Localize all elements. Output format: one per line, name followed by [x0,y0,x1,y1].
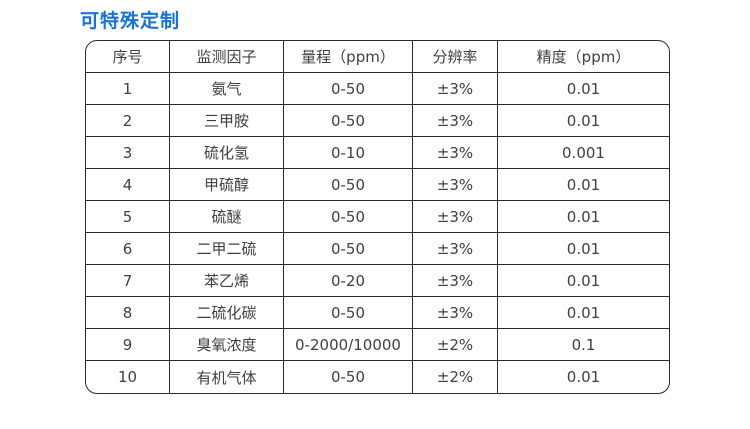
cell-factor: 二硫化碳 [170,297,284,329]
cell-range: 0-50 [284,361,413,393]
cell-factor: 臭氧浓度 [170,329,284,361]
table-row: 5 硫醚 0-50 ±3% 0.01 [86,201,669,233]
table-row: 8 二硫化碳 0-50 ±3% 0.01 [86,297,669,329]
cell-resolution: ±3% [413,265,498,297]
cell-factor: 三甲胺 [170,105,284,137]
cell-accuracy: 0.001 [498,137,669,169]
header-cell-no: 序号 [86,41,170,73]
cell-no: 9 [86,329,170,361]
cell-factor: 硫醚 [170,201,284,233]
cell-range: 0-2000/10000 [284,329,413,361]
table-row: 10 有机气体 0-50 ±2% 0.01 [86,361,669,393]
cell-no: 3 [86,137,170,169]
cell-resolution: ±3% [413,201,498,233]
cell-no: 6 [86,233,170,265]
spec-table: 序号 监测因子 量程（ppm） 分辨率 精度（ppm） 1 氨气 0-50 ±3% 0.… [85,40,670,394]
cell-range: 0-20 [284,265,413,297]
cell-no: 5 [86,201,170,233]
cell-factor: 二甲二硫 [170,233,284,265]
header-cell-factor: 监测因子 [170,41,284,73]
cell-no: 4 [86,169,170,201]
header-cell-accuracy: 精度（ppm） [498,41,669,73]
table-row: 4 甲硫醇 0-50 ±3% 0.01 [86,169,669,201]
cell-factor: 有机气体 [170,361,284,393]
cell-factor: 甲硫醇 [170,169,284,201]
table-row: 9 臭氧浓度 0-2000/10000 ±2% 0.1 [86,329,669,361]
cell-range: 0-50 [284,201,413,233]
cell-no: 1 [86,73,170,105]
table-head: 序号 监测因子 量程（ppm） 分辨率 精度（ppm） [86,41,669,73]
cell-accuracy: 0.01 [566,368,601,386]
page-title: 可特殊定制 [80,10,181,32]
cell-no: 7 [86,265,170,297]
table-header-row: 序号 监测因子 量程（ppm） 分辨率 精度（ppm） [86,41,669,73]
cell-accuracy: 0.01 [498,233,669,265]
cell-range: 0-50 [284,105,413,137]
cell-range: 0-10 [284,137,413,169]
cell-resolution: ±3% [413,105,498,137]
cell-accuracy: 0.1 [498,329,669,361]
cell-accuracy: 0.01 [498,169,669,201]
cell-range: 0-50 [284,233,413,265]
table-row: 7 苯乙烯 0-20 ±3% 0.01 [86,265,669,297]
cell-range: 0-50 [284,297,413,329]
cell-resolution: ±3% [413,297,498,329]
table-row: 6 二甲二硫 0-50 ±3% 0.01 [86,233,669,265]
cell-factor: 氨气 [170,73,284,105]
cell-no: 8 [86,297,170,329]
cell-accuracy: 0.01 [498,265,669,297]
cell-accuracy: 0.01 [498,105,669,137]
table-row: 1 氨气 0-50 ±3% 0.01 [86,73,669,105]
header-cell-range: 量程（ppm） [284,41,413,73]
header-cell-resolution: 分辨率 [413,41,498,73]
cell-resolution: ±3% [413,233,498,265]
cell-resolution: ±3% [413,137,498,169]
cell-accuracy: 0.01 [498,73,669,105]
cell-no: 10 [86,361,170,393]
cell-resolution: ±3% [413,73,498,105]
cell-factor: 硫化氢 [170,137,284,169]
table-row: 2 三甲胺 0-50 ±3% 0.01 [86,105,669,137]
cell-accuracy: 0.01 [498,297,669,329]
cell-resolution: ±2% [413,361,498,393]
cell-no: 2 [86,105,170,137]
cell-range: 0-50 [284,73,413,105]
cell-factor: 苯乙烯 [170,265,284,297]
cell-accuracy: 0.01 [498,201,669,233]
cell-range: 0-50 [284,169,413,201]
table-body: 1 氨气 0-50 ±3% 0.01 2 三甲胺 0-50 ±3% 0.01 3 硫化氢 0-10 ±3%… [86,73,669,393]
cell-resolution: ±2% [413,329,498,361]
cell-resolution: ±3% [413,169,498,201]
table-row: 3 硫化氢 0-10 ±3% 0.001 [86,137,669,169]
